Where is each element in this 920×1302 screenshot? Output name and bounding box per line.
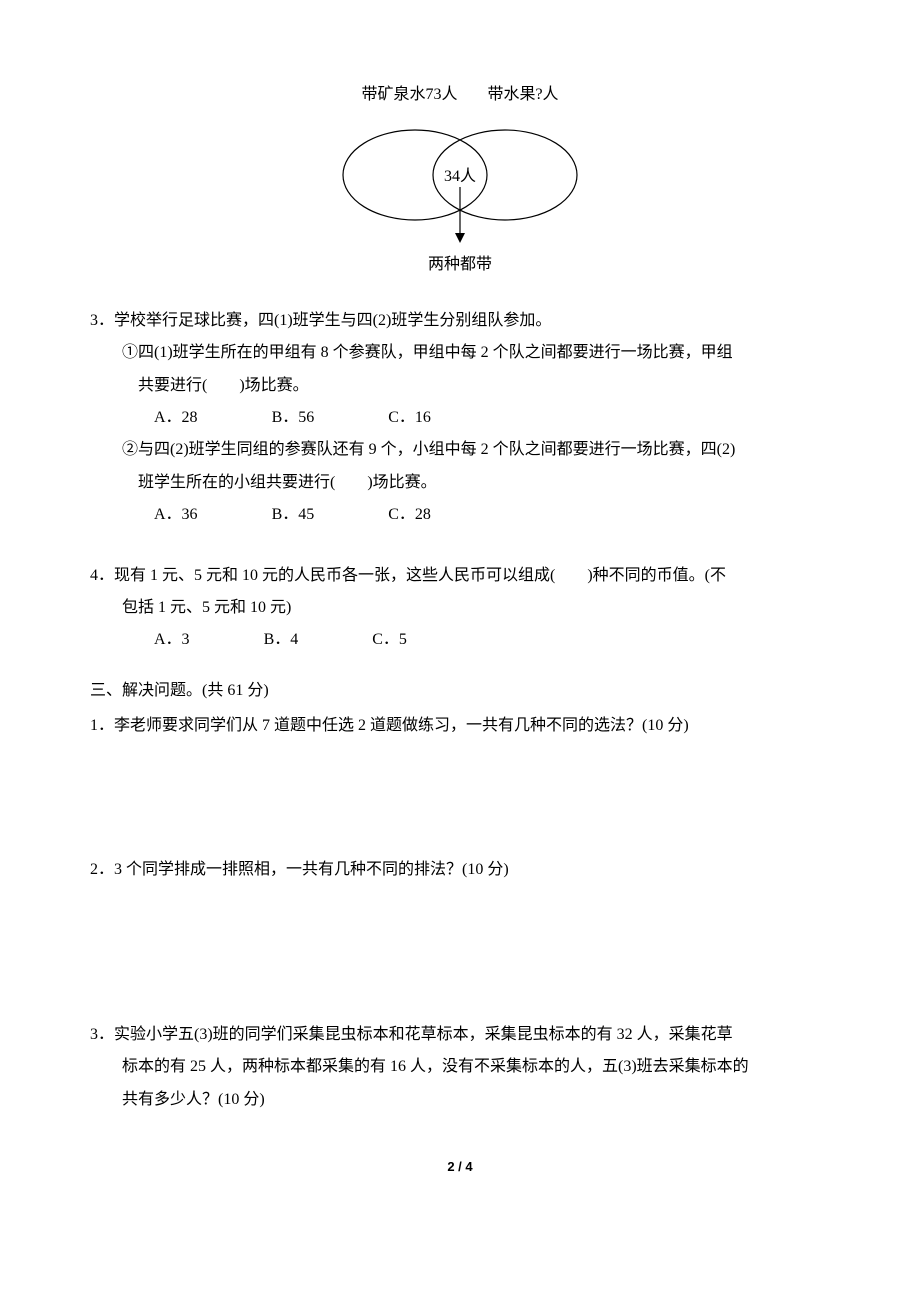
section3-p2: 2．3 个同学排成一排照相，一共有几种不同的排法？(10 分) xyxy=(90,855,830,885)
q3-sub1-opt-a: A．28 xyxy=(154,403,198,433)
q3-sub2-opt-c: C．28 xyxy=(388,500,431,530)
q3-sub2-line2: 班学生所在的小组共要进行( )场比赛。 xyxy=(90,468,830,498)
venn-right-label: 带水果?人 xyxy=(487,80,558,110)
venn-svg: 34人 xyxy=(310,115,610,245)
q3-stem: 3．学校举行足球比赛，四(1)班学生与四(2)班学生分别组队参加。 xyxy=(90,306,830,336)
q3-sub2-opt-b: B．45 xyxy=(272,500,315,530)
venn-center-text: 34人 xyxy=(444,167,476,185)
section3-p1: 1．李老师要求同学们从 7 道题中任选 2 道题做练习，一共有几种不同的选法？(… xyxy=(90,711,830,741)
section3-p3-line1: 3．实验小学五(3)班的同学们采集昆虫标本和花草标本，采集昆虫标本的有 32 人… xyxy=(90,1020,830,1050)
q4-line2: 包括 1 元、5 元和 10 元) xyxy=(90,593,830,623)
q3-sub1-opt-b: B．56 xyxy=(272,403,315,433)
q4-opt-c: C．5 xyxy=(372,625,407,655)
section3-p3-line2: 标本的有 25 人，两种标本都采集的有 16 人，没有不采集标本的人，五(3)班… xyxy=(90,1052,830,1082)
q3-sub2-line1: ②与四(2)班学生同组的参赛队还有 9 个，小组中每 2 个队之间都要进行一场比… xyxy=(90,435,830,465)
answer-space-1 xyxy=(90,743,830,853)
q3-sub1-line1: ①四(1)班学生所在的甲组有 8 个参赛队，甲组中每 2 个队之间都要进行一场比… xyxy=(90,338,830,368)
q4-line1: 4．现有 1 元、5 元和 10 元的人民币各一张，这些人民币可以组成( )种不… xyxy=(90,561,830,591)
q3-sub2-options: A．36 B．45 C．28 xyxy=(90,500,830,530)
page-number: 2 / 4 xyxy=(90,1155,830,1180)
q4-opt-a: A．3 xyxy=(154,625,190,655)
section3-p3-line3: 共有多少人？(10 分) xyxy=(90,1085,830,1115)
answer-space-2 xyxy=(90,888,830,1018)
section-3-title: 三、解决问题。(共 61 分) xyxy=(90,676,830,706)
q4-options: A．3 B．4 C．5 xyxy=(90,625,830,655)
q4-opt-b: B．4 xyxy=(264,625,299,655)
venn-left-label: 带矿泉水73人 xyxy=(361,80,457,110)
q3-sub1-line2: 共要进行( )场比赛。 xyxy=(90,371,830,401)
venn-bottom-label: 两种都带 xyxy=(90,250,830,280)
q3-sub2-opt-a: A．36 xyxy=(154,500,198,530)
q3-sub1-options: A．28 B．56 C．16 xyxy=(90,403,830,433)
venn-diagram: 带矿泉水73人 带水果?人 34人 两种都带 xyxy=(90,80,830,281)
question-4: 4．现有 1 元、5 元和 10 元的人民币各一张，这些人民币可以组成( )种不… xyxy=(90,561,830,656)
q3-sub1-opt-c: C．16 xyxy=(388,403,431,433)
question-3: 3．学校举行足球比赛，四(1)班学生与四(2)班学生分别组队参加。 ①四(1)班… xyxy=(90,306,830,531)
